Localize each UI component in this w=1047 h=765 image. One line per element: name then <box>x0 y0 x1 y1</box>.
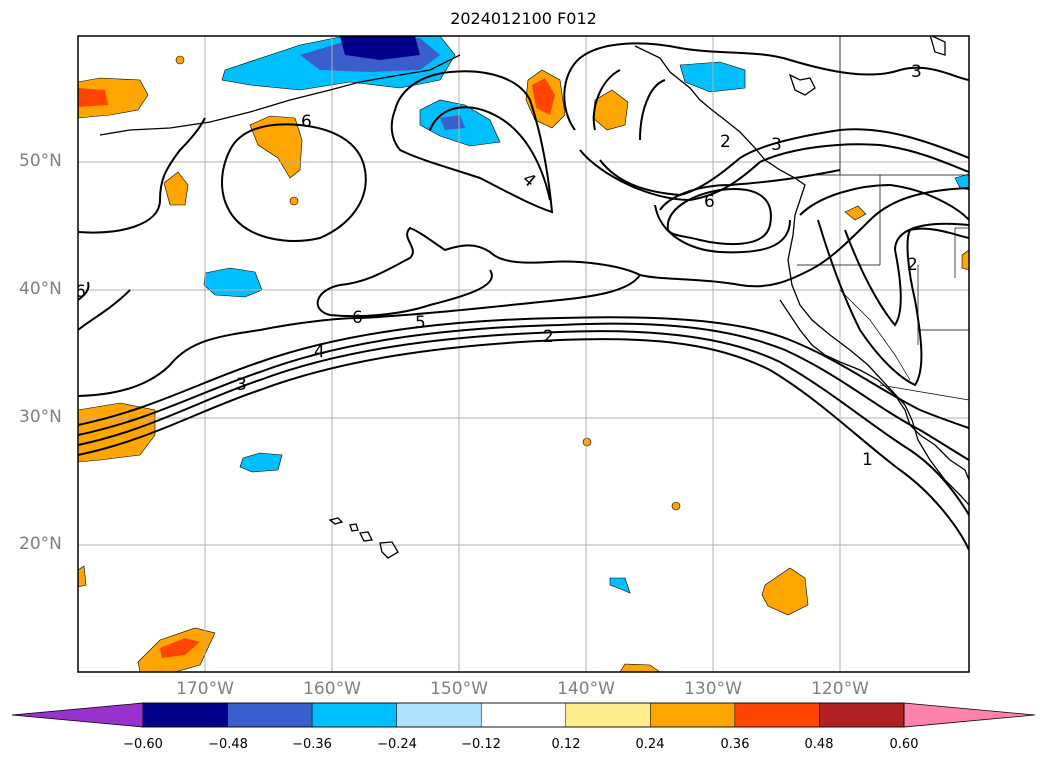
colorbar-tick: 0.24 <box>635 737 665 752</box>
colorbar-tick: −0.48 <box>208 737 248 752</box>
colorbar-tick: −0.60 <box>123 737 163 752</box>
contour-label: 1 <box>862 450 873 470</box>
colorbar-swatch <box>480 702 567 728</box>
lon-label-150w: 150°W <box>430 679 488 699</box>
colorbar-tick: −0.36 <box>292 737 332 752</box>
graticule <box>78 36 969 672</box>
lat-label-20n: 20°N <box>19 534 62 554</box>
lon-label-130w: 130°W <box>684 679 742 699</box>
colorbar-low-extension <box>11 702 144 728</box>
positive-area-west <box>78 77 149 119</box>
colorbar-swatch <box>142 702 228 728</box>
lat-label-50n: 50°N <box>19 151 62 171</box>
contour-label: 3 <box>236 375 247 395</box>
colorbar-swatch <box>650 702 736 728</box>
contour-lines <box>78 42 969 551</box>
negative-area-central <box>203 267 263 298</box>
contour-label: 5 <box>415 313 426 333</box>
lon-label-170w: 170°W <box>176 679 234 699</box>
colorbar-swatch <box>396 702 482 728</box>
contour-label: 6 <box>75 282 86 302</box>
contour-label: 2 <box>907 255 918 275</box>
colorbar-swatch <box>819 702 905 728</box>
positive-area-south <box>761 567 809 616</box>
colorbar-swatch <box>311 702 397 728</box>
filled-anomalies <box>78 36 969 672</box>
political-borders <box>797 36 969 401</box>
colorbar-tick: 0.48 <box>804 737 834 752</box>
colorbar-tick: 0.36 <box>720 737 750 752</box>
contour-label: 3 <box>911 62 922 82</box>
lon-label-160w: 160°W <box>303 679 361 699</box>
colorbar-tick: 0.60 <box>889 737 919 752</box>
contour-label-group: 6 4 3 2 3 6 2 6 6 5 4 3 2 1 <box>75 62 922 470</box>
contour-label: 2 <box>543 327 554 347</box>
lon-label-140w: 140°W <box>557 679 615 699</box>
contour-label: 3 <box>771 135 782 155</box>
map-plot-area: 6 4 3 2 3 6 2 6 6 5 4 3 2 1 <box>75 36 969 672</box>
colorbar-tick: −0.12 <box>461 737 501 752</box>
contour-label: 6 <box>704 192 715 212</box>
colorbar-high-extension <box>903 702 1036 728</box>
colorbar-swatch <box>227 702 313 728</box>
contour-label: 6 <box>301 112 312 132</box>
lat-label-40n: 40°N <box>19 279 62 299</box>
lat-label-30n: 30°N <box>19 407 62 427</box>
lon-label-120w: 120°W <box>811 679 869 699</box>
contour-label: 6 <box>352 308 363 328</box>
coastlines <box>99 36 969 559</box>
map-title: 2024012100 F012 <box>450 9 597 28</box>
contour-label: 2 <box>720 132 731 152</box>
map-border <box>77 35 970 673</box>
colorbar-swatch <box>565 702 651 728</box>
negative-area-south <box>239 452 283 473</box>
colorbar-swatch <box>734 702 820 728</box>
colorbar-tick: −0.24 <box>377 737 417 752</box>
colorbar <box>11 702 1036 728</box>
colorbar-tick: 0.12 <box>551 737 581 752</box>
contour-label: 4 <box>314 342 325 362</box>
